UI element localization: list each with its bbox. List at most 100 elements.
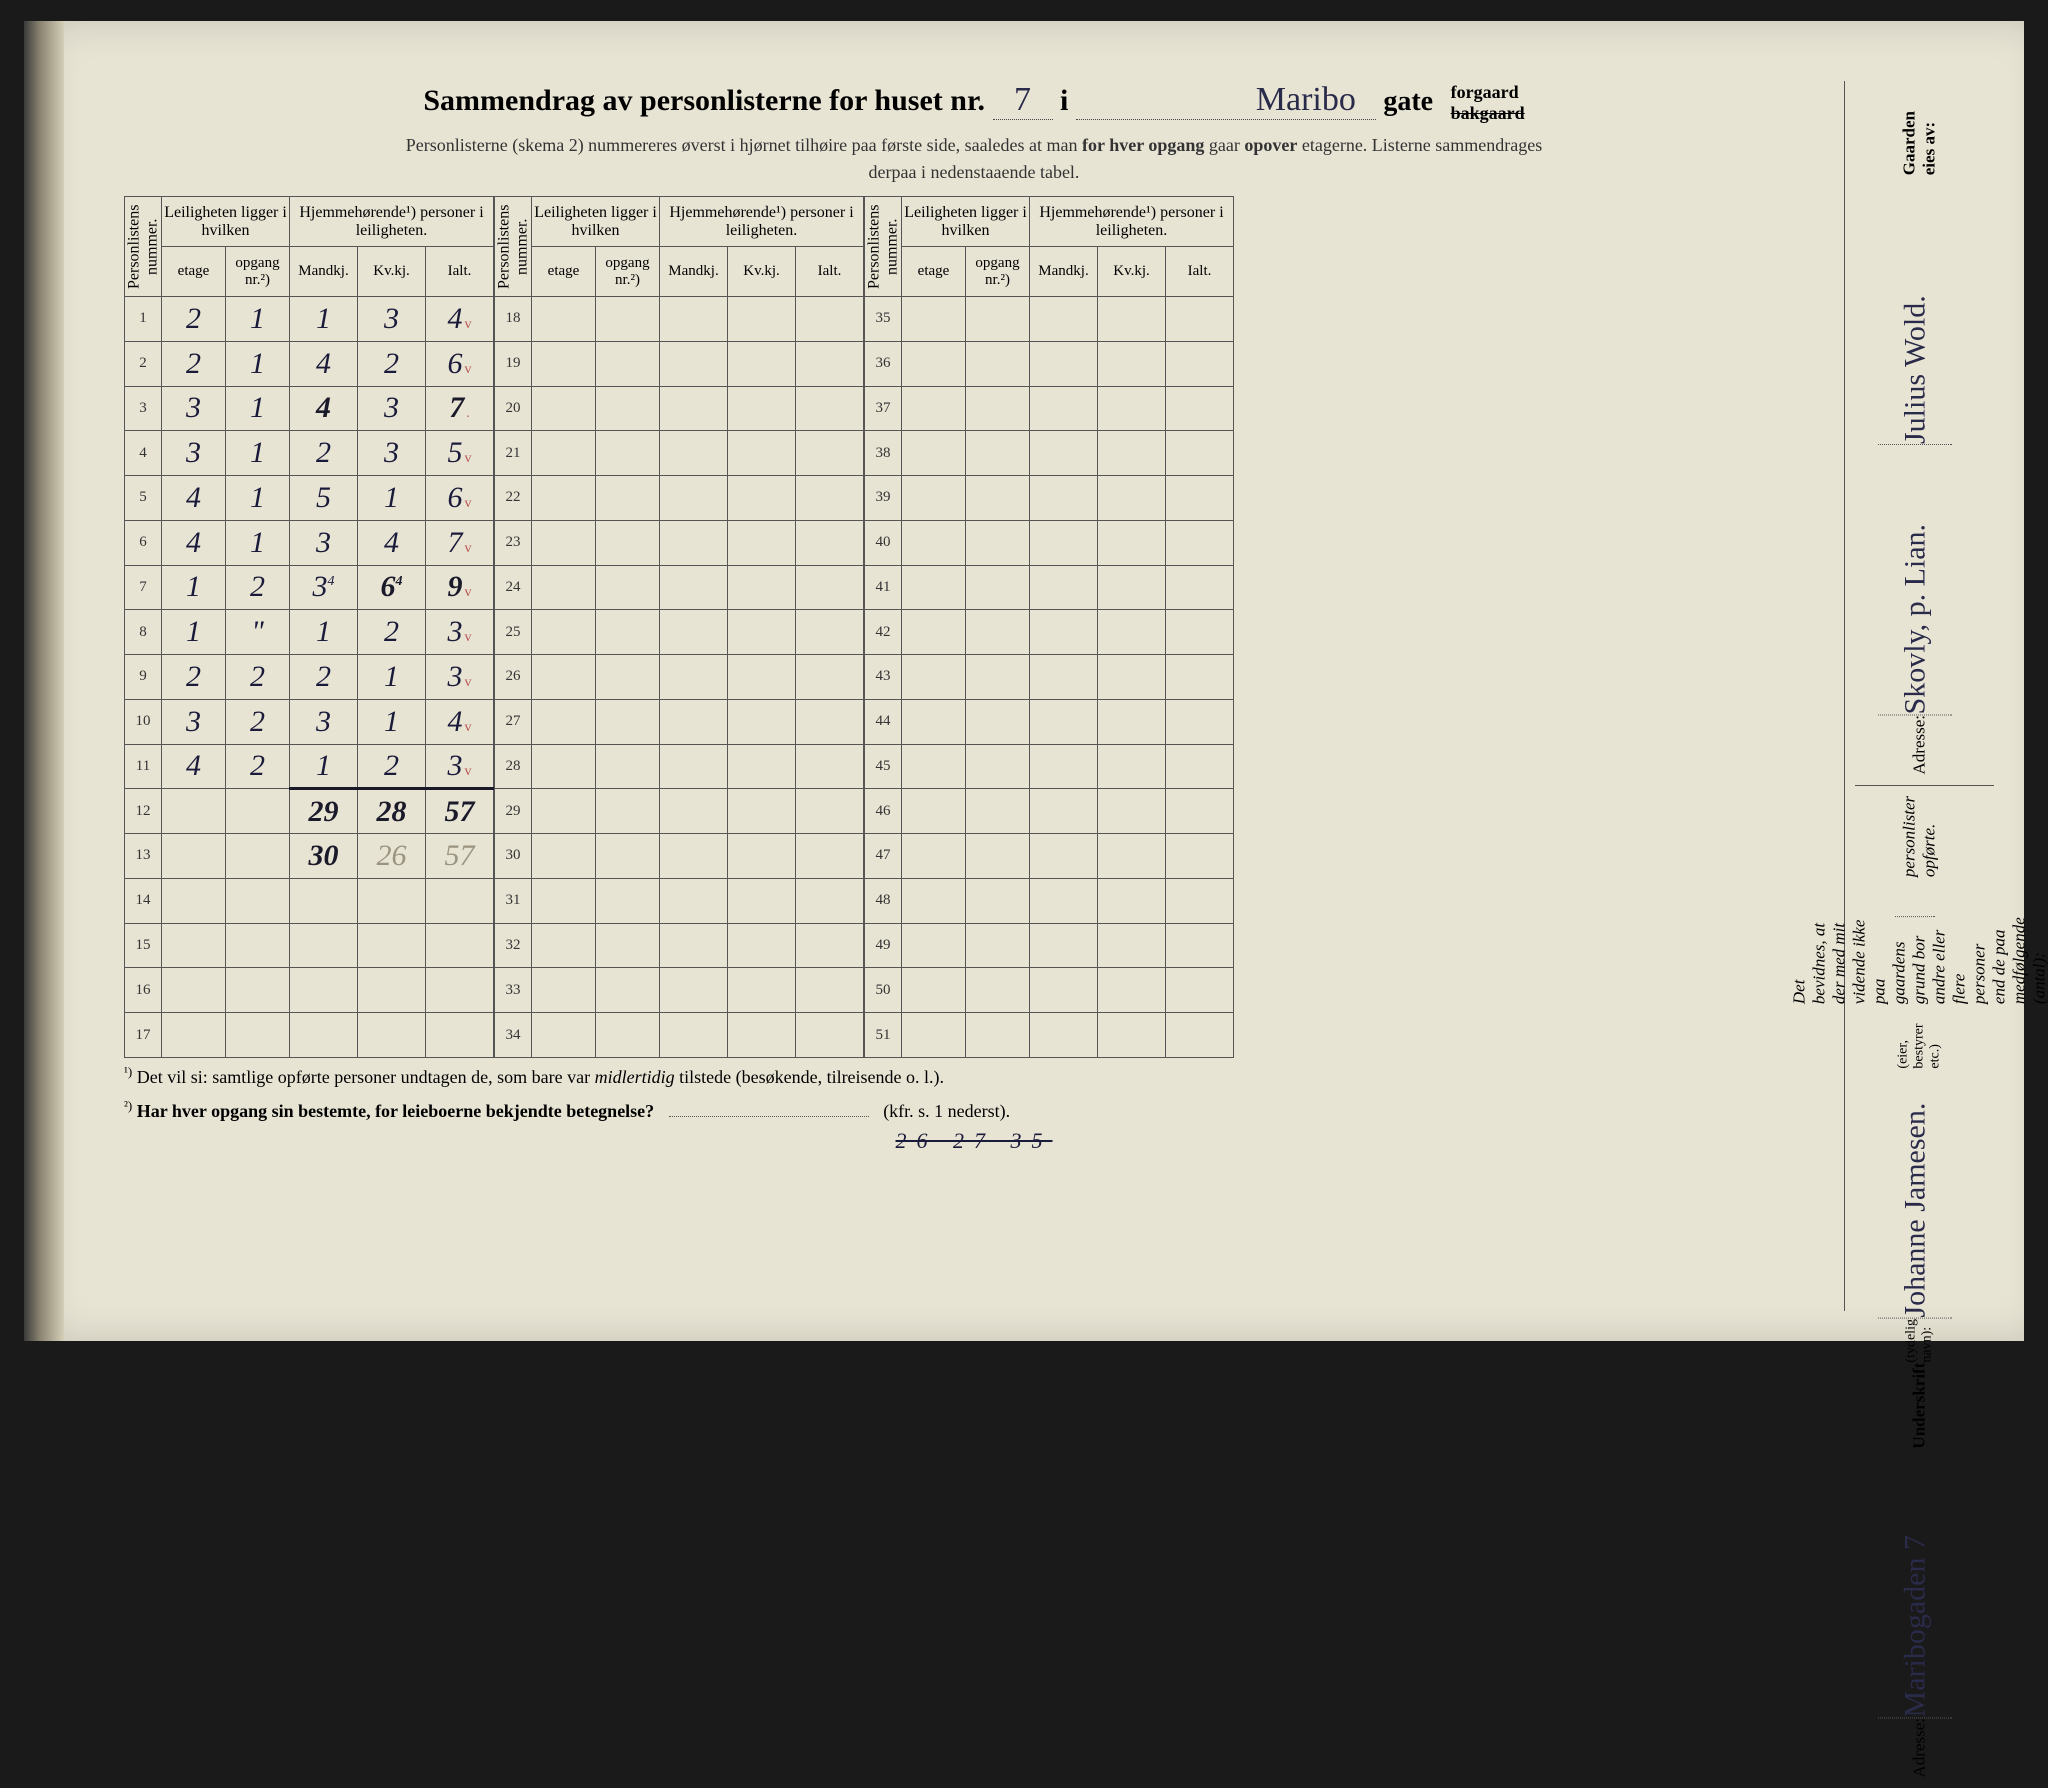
- data-cell: [728, 1013, 796, 1058]
- table-row: 13302657: [125, 834, 494, 879]
- data-cell: 4: [358, 520, 426, 565]
- data-cell: [902, 655, 966, 700]
- data-cell: [596, 834, 660, 879]
- data-cell: [426, 878, 494, 923]
- data-cell: [902, 476, 966, 521]
- table-row: 16: [125, 968, 494, 1013]
- document-page: Sammendrag av personlisterne for huset n…: [24, 21, 2024, 1341]
- data-cell: [1098, 878, 1166, 923]
- data-cell: 57: [426, 834, 494, 879]
- table-row: 71234649v: [125, 565, 494, 610]
- row-number: 5: [125, 476, 162, 521]
- data-cell: [902, 923, 966, 968]
- data-cell: 1: [290, 610, 358, 655]
- table-row: 41: [865, 565, 1234, 610]
- table-row: 25: [495, 610, 864, 655]
- data-cell: [796, 878, 864, 923]
- forgaard-block: forgaard bakgaard: [1451, 82, 1525, 124]
- table-row: 30: [495, 834, 864, 879]
- data-cell: 2: [226, 655, 290, 700]
- attestation-count: [1896, 877, 1936, 917]
- row-number: 41: [865, 565, 902, 610]
- data-cell: 1: [358, 655, 426, 700]
- row-number: 13: [125, 834, 162, 879]
- data-cell: [660, 1013, 728, 1058]
- data-cell: [226, 968, 290, 1013]
- data-cell: 1: [358, 699, 426, 744]
- data-cell: [1030, 297, 1098, 342]
- data-cell: [532, 744, 596, 789]
- data-cell: [1030, 834, 1098, 879]
- row-number: 8: [125, 610, 162, 655]
- data-cell: 34: [290, 565, 358, 610]
- data-cell: [1166, 655, 1234, 700]
- col-hjemme: Hjemmehørende¹) personer i leiligheten.: [660, 197, 864, 247]
- row-number: 2: [125, 341, 162, 386]
- data-cell: [1030, 520, 1098, 565]
- data-cell: [1166, 834, 1234, 879]
- data-cell: 1: [162, 610, 226, 655]
- data-cell: 1: [226, 297, 290, 342]
- data-cell: [966, 923, 1030, 968]
- header: Sammendrag av personlisterne for huset n…: [124, 81, 1824, 186]
- gate-label: gate: [1383, 86, 1433, 117]
- row-number: 35: [865, 297, 902, 342]
- row-number: 33: [495, 968, 532, 1013]
- col-personlistens: Personlistens nummer.: [865, 197, 902, 297]
- data-cell: [796, 520, 864, 565]
- data-cell: [1030, 923, 1098, 968]
- row-number: 15: [125, 923, 162, 968]
- data-cell: [660, 744, 728, 789]
- attestation-tail: personlister opførte.: [1900, 796, 1940, 877]
- owner-row: Gaarden eies av:: [1855, 101, 1984, 185]
- row-number: 49: [865, 923, 902, 968]
- data-cell: [902, 968, 966, 1013]
- data-cell: [596, 610, 660, 655]
- data-cell: 4: [290, 341, 358, 386]
- table-row: 27: [495, 699, 864, 744]
- owner-addr: Skovly, p. Lian.: [1879, 465, 1953, 715]
- footnote-1: ¹) Det vil si: samtlige opførte personer…: [124, 1060, 1824, 1093]
- row-number: 14: [125, 878, 162, 923]
- table-row: 14: [125, 878, 494, 923]
- col-opgang: opgang nr.²): [226, 247, 290, 297]
- fn1-text: Det vil si: samtlige opførte personer un…: [137, 1067, 590, 1087]
- data-cell: [1098, 297, 1166, 342]
- data-cell: [1098, 699, 1166, 744]
- data-cell: [966, 878, 1030, 923]
- data-cell: 3: [290, 699, 358, 744]
- owner-addr-label: Adresse:: [1910, 715, 1930, 774]
- data-cell: [596, 744, 660, 789]
- table-row: 48: [865, 878, 1234, 923]
- row-number: 11: [125, 744, 162, 789]
- col-leiligheten: Leiligheten ligger i hvilken: [532, 197, 660, 247]
- col-hjemme: Hjemmehørende¹) personer i leiligheten.: [290, 197, 494, 247]
- data-cell: [660, 341, 728, 386]
- data-cell: 9v: [426, 565, 494, 610]
- col-personlistens: Personlistens nummer.: [125, 197, 162, 297]
- table-row: 22: [495, 476, 864, 521]
- data-cell: 1: [290, 744, 358, 789]
- table-row: 28: [495, 744, 864, 789]
- sub1e: etagerne. Listerne sammendrages: [1302, 135, 1542, 155]
- data-cell: [290, 1013, 358, 1058]
- data-cell: [1166, 1013, 1234, 1058]
- data-cell: [902, 699, 966, 744]
- data-cell: 1: [290, 297, 358, 342]
- col-kvkj: Kv.kj.: [728, 247, 796, 297]
- row-number: 38: [865, 431, 902, 476]
- data-cell: [728, 789, 796, 834]
- data-cell: [796, 386, 864, 431]
- data-cell: 2: [290, 655, 358, 700]
- data-cell: [1098, 565, 1166, 610]
- row-number: 12: [125, 789, 162, 834]
- col-mandkj: Mandkj.: [290, 247, 358, 297]
- table-row: 46: [865, 789, 1234, 834]
- sign-role: (eier, bestyrer etc.): [1896, 1024, 1944, 1069]
- data-cell: ": [226, 610, 290, 655]
- data-cell: [1030, 968, 1098, 1013]
- data-cell: 1: [226, 386, 290, 431]
- col-kvkj: Kv.kj.: [358, 247, 426, 297]
- sub1c: gaar: [1209, 135, 1240, 155]
- data-cell: [660, 565, 728, 610]
